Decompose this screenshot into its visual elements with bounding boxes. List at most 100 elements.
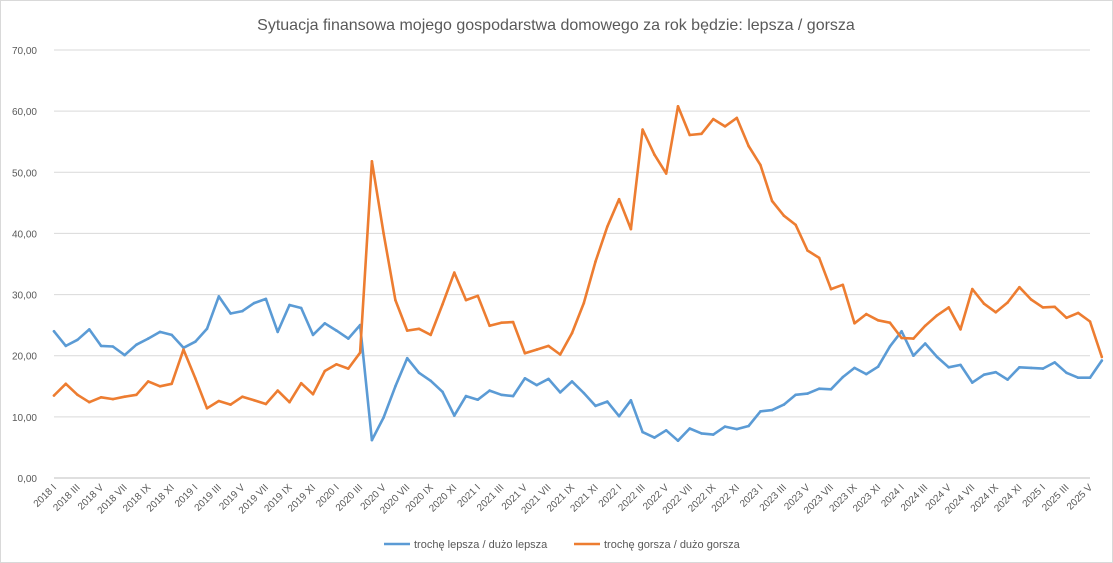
data-point (229, 403, 232, 406)
data-point (476, 294, 480, 298)
x-tick-label: 2025 V (1065, 482, 1095, 512)
data-point (923, 342, 927, 345)
data-point (323, 322, 327, 325)
data-point (971, 287, 974, 291)
data-point (594, 260, 597, 263)
data-point (782, 214, 786, 217)
data-point (135, 393, 138, 397)
data-point (912, 354, 915, 358)
data-point (700, 432, 703, 435)
data-point (241, 395, 244, 399)
data-point (500, 393, 503, 397)
data-point (276, 389, 280, 392)
y-tick-label: 0,00 (18, 474, 38, 485)
data-point (453, 414, 456, 417)
series-line-1 (52, 295, 1104, 443)
data-point (441, 390, 444, 394)
data-point (1088, 320, 1092, 323)
data-point (523, 352, 527, 355)
data-point (570, 380, 574, 383)
data-point (1029, 366, 1033, 370)
data-point (1029, 298, 1033, 301)
data-point (676, 105, 680, 108)
data-point (76, 393, 79, 397)
data-point (841, 283, 845, 287)
data-point (252, 399, 256, 402)
data-point (723, 425, 727, 428)
data-series (52, 105, 1104, 443)
data-point (170, 333, 173, 337)
data-point (335, 329, 338, 332)
data-point (1041, 367, 1045, 370)
data-point (535, 383, 538, 387)
data-point (641, 430, 644, 434)
data-point (64, 344, 68, 348)
legend-label-series-2: trochę gorsza / dużo gorsza (604, 539, 741, 551)
data-point (241, 309, 244, 313)
data-point (111, 397, 115, 401)
data-point (900, 336, 903, 340)
data-point (453, 271, 456, 274)
y-tick-label: 60,00 (12, 107, 37, 118)
data-point (782, 403, 786, 406)
data-point (1076, 376, 1080, 380)
data-point (347, 367, 350, 370)
data-point (1053, 305, 1056, 309)
data-point (1088, 376, 1092, 380)
data-point (335, 363, 338, 366)
y-tick-label: 30,00 (12, 291, 37, 302)
y-axis-tick-labels: 0,00 10,00 20,00 30,00 40,00 50,00 60,00 70,00 (12, 46, 37, 485)
legend: trochę lepsza / dużo lepsza trochę gorsz… (384, 539, 741, 551)
data-point (876, 365, 880, 369)
data-point (252, 301, 256, 305)
data-point (688, 427, 691, 430)
data-point (417, 327, 421, 331)
y-tick-label: 20,00 (12, 352, 37, 363)
data-point (712, 433, 715, 436)
data-point (923, 324, 927, 328)
data-point (853, 366, 856, 370)
data-point (688, 133, 691, 137)
data-point (912, 337, 915, 340)
data-point (770, 199, 774, 203)
data-point (135, 343, 138, 347)
data-point (229, 312, 232, 315)
data-point (288, 400, 291, 404)
data-point (982, 302, 986, 306)
data-point (394, 298, 397, 302)
data-point (935, 314, 939, 317)
data-point (641, 128, 644, 131)
data-point (264, 402, 268, 406)
data-point (347, 337, 350, 340)
data-point (146, 380, 150, 383)
data-point (617, 197, 621, 201)
data-point (700, 132, 703, 136)
data-point (806, 392, 809, 395)
data-point (299, 306, 303, 310)
data-point (959, 363, 962, 367)
data-point (723, 125, 727, 128)
data-point (1018, 366, 1021, 369)
data-point (500, 321, 503, 325)
data-point (570, 331, 574, 335)
legend-label-series-1: trochę lepsza / dużo lepsza (414, 539, 548, 551)
data-point (558, 391, 562, 394)
data-point (629, 227, 633, 231)
data-point (606, 400, 609, 403)
data-point (205, 327, 209, 331)
data-point (511, 394, 515, 398)
series-line-2 (52, 105, 1104, 410)
data-point (770, 408, 774, 412)
data-point (759, 410, 762, 413)
data-point (52, 394, 56, 397)
data-point (288, 303, 291, 307)
data-point (735, 116, 739, 120)
data-point (747, 424, 750, 428)
data-point (405, 329, 409, 332)
data-point (158, 330, 162, 334)
data-point (205, 407, 209, 410)
data-point (182, 348, 185, 351)
data-point (664, 429, 668, 432)
